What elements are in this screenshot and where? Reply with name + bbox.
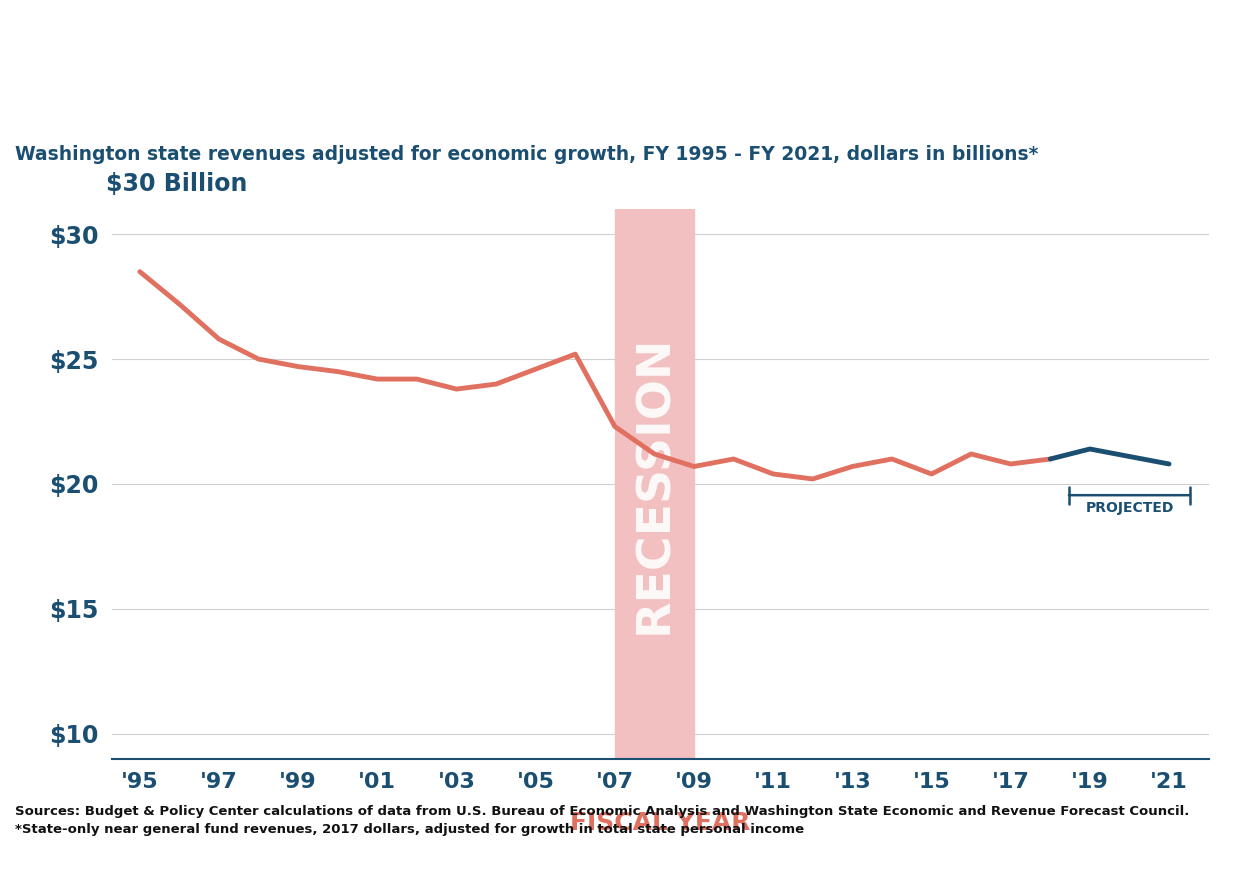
Text: Sources: Budget & Policy Center calculations of data from U.S. Bureau of Economi: Sources: Budget & Policy Center calculat… xyxy=(15,806,1190,836)
Text: Washington State Revenues to Remain at Recession Levels, Even After Recent Tax I: Washington State Revenues to Remain at R… xyxy=(0,46,1246,72)
Text: Washington state revenues adjusted for economic growth, FY 1995 - FY 2021, dolla: Washington state revenues adjusted for e… xyxy=(15,146,1038,164)
Text: PROJECTED: PROJECTED xyxy=(1085,501,1174,515)
Bar xyxy=(614,209,694,759)
X-axis label: FISCAL YEAR: FISCAL YEAR xyxy=(571,811,750,835)
Text: $30 Billion: $30 Billion xyxy=(106,172,247,196)
Text: RECESSION: RECESSION xyxy=(632,334,677,634)
